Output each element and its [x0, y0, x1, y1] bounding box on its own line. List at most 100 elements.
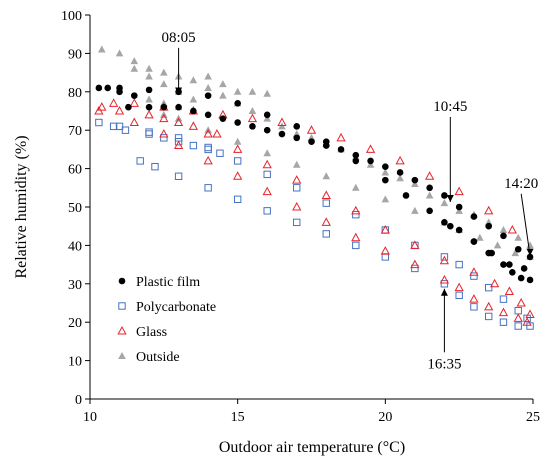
data-point: [500, 232, 507, 240]
data-point: [382, 176, 389, 184]
data-point: [204, 145, 212, 154]
data-point: [104, 84, 112, 92]
data-point: [278, 130, 286, 138]
data-point: [322, 230, 330, 238]
data-point: [136, 157, 144, 165]
data-point: [263, 149, 271, 157]
data-point: [129, 117, 139, 127]
data-point: [151, 162, 159, 171]
data-point: [212, 128, 222, 138]
data-point: [160, 134, 168, 142]
x-tick-label: 15: [231, 410, 245, 425]
data-point: [485, 222, 493, 230]
legend-label: Outside: [136, 350, 180, 365]
data-point: [447, 222, 454, 230]
data-point: [263, 111, 271, 119]
data-point: [204, 83, 212, 91]
data-point: [440, 199, 449, 207]
legend-label: Polycarbonate: [136, 300, 216, 315]
data-point: [219, 115, 227, 122]
data-point: [174, 138, 183, 146]
data-point: [410, 259, 420, 269]
data-point: [470, 213, 478, 220]
data-point: [234, 100, 241, 107]
legend-item-polycarbonate: Polycarbonate: [118, 300, 216, 315]
data-point: [115, 49, 124, 57]
plot-area: [94, 45, 535, 330]
data-point: [336, 132, 346, 142]
legend-item-outside: Outside: [118, 350, 180, 365]
data-point: [293, 134, 301, 142]
data-point: [520, 265, 528, 272]
data-point: [188, 121, 199, 130]
data-point: [189, 76, 198, 84]
annotation-0805: 08:05: [162, 30, 196, 95]
x-axis: 10 15 20 25: [83, 398, 540, 425]
data-point: [322, 199, 330, 207]
legend: Plastic film Polycarbonate Glass Outside: [117, 275, 216, 365]
data-point: [525, 309, 535, 319]
annotation-label: 08:05: [162, 30, 196, 46]
y-tick-label: 90: [68, 47, 82, 62]
series-outside: [98, 45, 534, 260]
annotation-1045: 10:45: [433, 99, 467, 202]
data-point: [125, 103, 132, 111]
data-point: [455, 206, 463, 214]
data-point: [396, 169, 404, 176]
y-tick-label: 100: [61, 9, 82, 24]
data-point: [352, 157, 360, 165]
legend-label: Glass: [136, 325, 167, 340]
y-axis-label: Relative humidity (%): [13, 135, 30, 278]
y-tick-label: 60: [68, 163, 82, 178]
data-point: [440, 280, 449, 288]
series-glass: [94, 98, 535, 326]
data-point: [514, 306, 522, 315]
legend-item-plastic-film: Plastic film: [118, 275, 200, 290]
y-tick-label: 70: [68, 124, 82, 139]
data-point: [469, 294, 479, 303]
data-point: [94, 105, 104, 115]
data-point: [498, 307, 509, 317]
data-point: [190, 107, 197, 115]
data-point: [233, 137, 242, 145]
data-point: [174, 172, 183, 180]
data-point: [97, 102, 107, 111]
data-point: [381, 168, 390, 176]
data-point: [173, 140, 184, 150]
data-point: [509, 268, 516, 276]
data-point: [233, 171, 243, 180]
data-point: [396, 174, 404, 182]
y-tick-label: 0: [75, 393, 82, 408]
data-point: [381, 253, 390, 261]
data-point: [485, 283, 493, 292]
data-point: [485, 312, 493, 321]
data-point: [410, 240, 420, 249]
y-tick-label: 80: [68, 86, 82, 101]
annotation-arrow-head: [440, 288, 448, 296]
data-point: [145, 103, 153, 111]
data-point: [159, 113, 169, 123]
data-point: [216, 149, 224, 157]
annotation-label: 16:35: [427, 356, 461, 372]
data-point: [234, 119, 241, 126]
data-point: [476, 233, 484, 241]
data-point: [293, 184, 301, 192]
annotation-arrow-head: [175, 87, 183, 95]
data-point: [159, 128, 169, 138]
data-point: [145, 72, 153, 80]
data-point: [293, 123, 301, 130]
data-point: [160, 80, 168, 88]
data-point: [173, 117, 184, 127]
data-point: [439, 274, 450, 284]
data-point: [484, 301, 494, 311]
data-point: [489, 278, 500, 288]
data-point: [439, 255, 450, 265]
data-point: [455, 260, 463, 269]
data-point: [402, 192, 410, 199]
legend-marker: [118, 302, 126, 310]
y-tick-label: 40: [68, 239, 82, 254]
data-point: [504, 286, 515, 295]
data-point: [526, 241, 534, 249]
data-point: [366, 160, 375, 168]
